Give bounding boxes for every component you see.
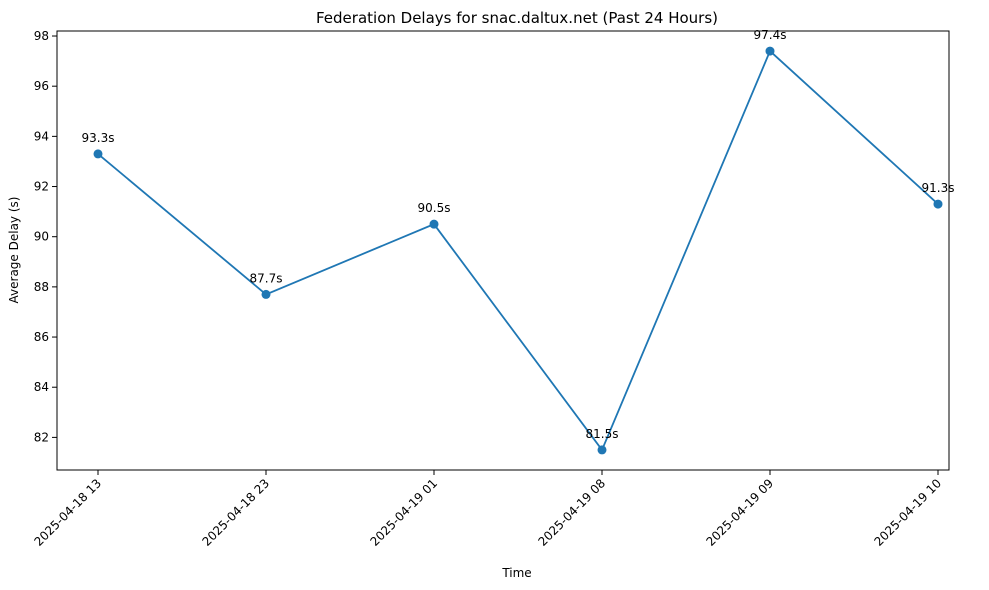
data-label: 93.3s	[82, 131, 115, 145]
series-group: 93.3s 87.7s 90.5s 81.5s 97.4s 91.3s	[82, 28, 955, 455]
y-tick-label: 88	[34, 280, 49, 294]
data-label: 87.7s	[250, 271, 283, 285]
data-point	[261, 289, 271, 299]
y-tick-label: 82	[34, 430, 49, 444]
x-tick-label: 2025-04-18 13	[31, 476, 104, 549]
data-point	[429, 219, 439, 229]
x-tick-label: 2025-04-19 10	[871, 476, 944, 549]
y-tick-label: 92	[34, 180, 49, 194]
data-label: 97.4s	[754, 28, 787, 42]
x-tick-label: 2025-04-19 09	[703, 476, 776, 549]
y-tick-label: 84	[34, 380, 49, 394]
x-tick-label: 2025-04-19 01	[367, 476, 440, 549]
y-tick-label: 98	[34, 29, 49, 43]
data-point	[933, 199, 943, 209]
y-tick-label: 94	[34, 129, 49, 143]
data-point	[93, 149, 103, 159]
x-axis-label: Time	[501, 566, 531, 580]
plot-area	[56, 30, 950, 471]
y-tick-label: 96	[34, 79, 49, 93]
x-axis: 2025-04-18 13 2025-04-18 23 2025-04-19 01 2…	[31, 470, 944, 549]
data-point	[597, 445, 607, 455]
y-axis-label: Average Delay (s)	[7, 197, 21, 304]
data-point	[765, 46, 775, 56]
series-line	[97, 49, 939, 452]
chart-title: Federation Delays for snac.daltux.net (P…	[316, 9, 718, 27]
y-tick-label: 90	[34, 230, 49, 244]
y-axis: 82 84 86 88 90 92 94 96 98	[34, 29, 57, 444]
y-tick-label: 86	[34, 330, 49, 344]
x-tick-label: 2025-04-18 23	[199, 476, 272, 549]
data-label: 91.3s	[922, 181, 955, 195]
data-label: 90.5s	[418, 201, 451, 215]
x-tick-label: 2025-04-19 08	[535, 476, 608, 549]
data-label: 81.5s	[586, 427, 619, 441]
